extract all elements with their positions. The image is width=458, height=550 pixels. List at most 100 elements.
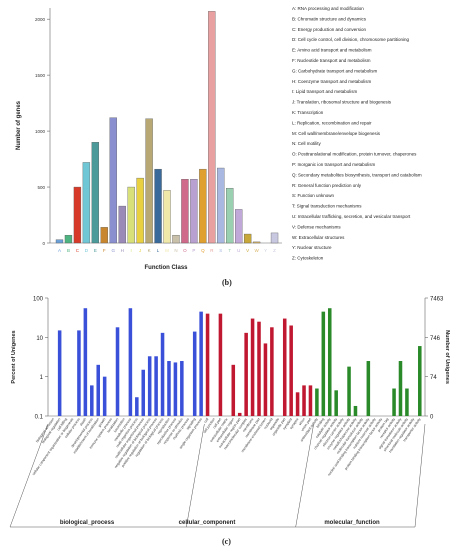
go-term-label: cell killing xyxy=(56,417,68,431)
go-term-label: symplast xyxy=(282,417,293,430)
x-tick-label-B: B xyxy=(67,248,70,253)
group-divider xyxy=(295,423,314,528)
panel-label-c: (c) xyxy=(222,537,231,546)
x-tick-label-J: J xyxy=(139,248,141,253)
bar-J xyxy=(136,177,144,244)
go-bar xyxy=(231,364,236,416)
x-tick-label-N: N xyxy=(174,248,177,253)
go-term-label: organelle xyxy=(269,417,280,431)
go-term-label: cell xyxy=(203,417,209,424)
x-tick-label-R: R xyxy=(210,248,214,253)
go-bar xyxy=(418,346,422,416)
go-bar xyxy=(135,397,139,416)
go-bar xyxy=(257,321,261,416)
x-tick-label-F: F xyxy=(103,248,106,253)
legend-entry: M: Cell wall/membrane/envelope biogenesi… xyxy=(292,131,381,136)
go-bar xyxy=(83,308,88,416)
y-axis-title: Number of genes xyxy=(16,100,22,150)
go-bar xyxy=(102,376,107,416)
bar-P xyxy=(190,179,198,244)
right-axis-title: Number of Unigenes xyxy=(444,330,450,384)
bar-L xyxy=(154,168,162,244)
legend-entry: S: Function unknown xyxy=(292,193,335,198)
x-tick-label-H: H xyxy=(121,248,124,253)
legend-entry: N: Cell motility xyxy=(292,141,322,146)
go-bar xyxy=(205,313,210,416)
legend-entry: P: Inorganic ion transport and metabolis… xyxy=(292,162,376,167)
go-bar xyxy=(353,405,358,416)
go-bar xyxy=(237,412,242,416)
go-bar xyxy=(218,313,223,416)
legend-entry: D: Cell cycle control, cell division, ch… xyxy=(292,37,410,42)
bar-U xyxy=(235,209,243,244)
go-bar xyxy=(366,361,371,416)
bar-R xyxy=(208,11,216,244)
x-tick-label-P: P xyxy=(192,248,195,253)
bar-W xyxy=(252,241,261,244)
x-tick-label-I: I xyxy=(131,248,132,253)
go-bar xyxy=(244,332,248,416)
legend-entry: O: Posttranslational modification, prote… xyxy=(292,152,417,157)
go-bar xyxy=(192,331,197,416)
x-tick-label-A: A xyxy=(58,248,61,253)
go-bar xyxy=(154,356,158,416)
x-tick-label-U: U xyxy=(237,248,240,253)
y-tick-label: 1000 xyxy=(35,129,46,134)
right-tick-label: 746 xyxy=(430,336,441,342)
legend-entry: G: Carbohydrate transport and metabolism xyxy=(292,68,378,73)
go-bar xyxy=(405,388,409,416)
go-term-label: signaling xyxy=(186,417,197,430)
go-bar xyxy=(321,311,326,416)
legend-entry: F: Nucleotide transport and metabolism xyxy=(292,58,371,63)
go-term-label: cell part xyxy=(212,417,222,429)
legend-entry: I: Lipid transport and metabolism xyxy=(292,89,358,94)
legend-entry: C: Energy production and conversion xyxy=(292,27,367,32)
legend-entry: Y: Nuclear structure xyxy=(292,245,332,250)
legend-entry: Z: Cytoskeleton xyxy=(292,256,324,261)
left-axis-title: Percent of Unigenes xyxy=(11,330,17,383)
x-tick-label-G: G xyxy=(111,248,115,253)
legend-entry: B: Chromatin structure and dynamics xyxy=(292,16,367,21)
legend-entry: V: Defense mechanisms xyxy=(292,224,341,229)
go-bar xyxy=(282,318,287,416)
bar-T xyxy=(226,187,234,244)
go-bar xyxy=(167,361,171,416)
go-bar xyxy=(199,311,203,416)
go-bar xyxy=(96,364,101,416)
go-term-label: nucleoid xyxy=(263,417,274,430)
right-tick-label: 7463 xyxy=(430,297,444,303)
go-bar xyxy=(347,366,351,416)
y-tick-label: 0 xyxy=(42,241,45,246)
go-term-label: virion xyxy=(298,417,306,426)
go-bar xyxy=(90,385,94,416)
go-bar xyxy=(295,392,300,416)
go-bar xyxy=(289,325,293,416)
bar-B xyxy=(64,234,73,244)
left-tick-label: 10 xyxy=(36,336,43,342)
group-label: biological_process xyxy=(60,520,115,526)
x-tick-label-L: L xyxy=(157,248,160,253)
bar-H xyxy=(118,205,126,244)
go-term-label: growth xyxy=(97,417,106,428)
legend-entry: W: Extracellular structures xyxy=(292,235,345,240)
group-label: molecular_function xyxy=(324,520,380,526)
x-tick-label-Z: Z xyxy=(273,248,276,253)
legend-entry: T: Signal transduction mechanisms xyxy=(292,204,362,209)
go-bar xyxy=(128,308,133,416)
bar-V xyxy=(243,233,252,244)
bar-S xyxy=(217,167,225,244)
bar-N xyxy=(172,234,180,244)
x-tick-label-S: S xyxy=(219,248,222,253)
legend-entry: H: Coenzyme transport and metabolism xyxy=(292,79,372,84)
go-term-label: synapse xyxy=(289,417,300,430)
x-tick-label-E: E xyxy=(94,248,97,253)
bar-K xyxy=(145,118,153,244)
go-bar xyxy=(141,369,146,416)
x-tick-label-Y: Y xyxy=(264,248,267,253)
go-bar xyxy=(270,327,274,416)
go-bar xyxy=(77,330,81,416)
go-bar xyxy=(173,362,178,416)
bar-D xyxy=(82,162,91,244)
y-tick-label: 2000 xyxy=(35,17,46,22)
